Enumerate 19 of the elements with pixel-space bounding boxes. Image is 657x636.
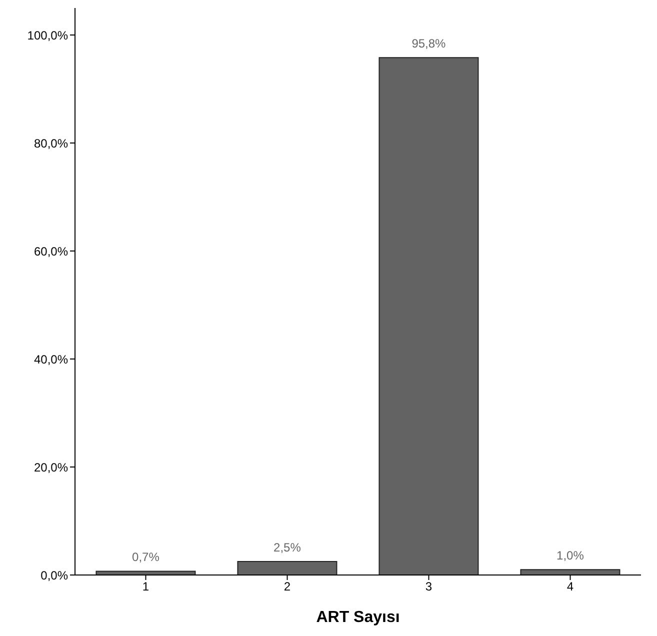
data-label: 0,7% (132, 550, 160, 564)
x-tick-label: 2 (284, 580, 291, 594)
bar (378, 57, 479, 575)
x-tick-label: 4 (566, 580, 574, 594)
y-tick-label: 40,0% (34, 352, 68, 366)
y-tick-label: 100,0% (27, 28, 68, 42)
bar (96, 570, 196, 575)
data-label: 1,0% (556, 548, 584, 563)
y-tick-label: 60,0% (34, 244, 68, 258)
y-tick-label: 0,0% (40, 568, 68, 582)
x-tick-label: 3 (425, 580, 432, 594)
data-label: 2,5% (274, 540, 302, 554)
x-tick-label: 1 (142, 580, 150, 594)
y-tick-label: 80,0% (34, 136, 68, 150)
y-tick-label: 20,0% (34, 460, 68, 474)
bar (237, 561, 338, 575)
data-label: 95,8% (412, 36, 446, 51)
bar (520, 569, 620, 575)
x-axis-title: ART Sayısı (316, 609, 400, 626)
